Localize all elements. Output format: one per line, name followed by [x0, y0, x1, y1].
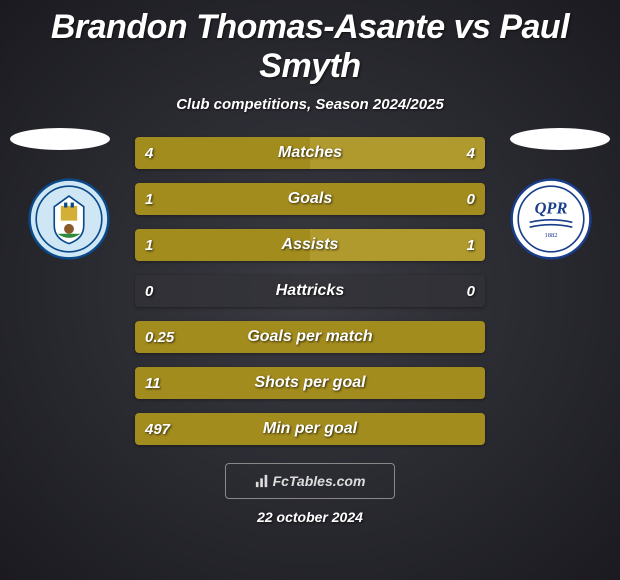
- stat-row: Matches4 4: [135, 137, 485, 169]
- stat-row: Hattricks0 0: [135, 275, 485, 307]
- stat-label: Goals: [135, 183, 485, 215]
- stat-value-left: 4: [145, 137, 153, 169]
- stat-value-left: 0: [145, 275, 153, 307]
- stat-label: Min per goal: [135, 413, 485, 445]
- stat-value-right: 4: [467, 137, 475, 169]
- svg-text:1882: 1882: [544, 232, 557, 239]
- club-badge-right: QPR 1882: [510, 178, 592, 260]
- stat-value-right: 1: [467, 229, 475, 261]
- stat-label: Hattricks: [135, 275, 485, 307]
- stat-row: Shots per goal11: [135, 367, 485, 399]
- svg-text:QPR: QPR: [535, 198, 568, 217]
- subtitle: Club competitions, Season 2024/2025: [0, 96, 620, 113]
- stat-label: Shots per goal: [135, 367, 485, 399]
- brand-logo: FcTables.com: [225, 463, 395, 499]
- club-badge-left: [28, 178, 110, 260]
- page-title: Brandon Thomas-Asante vs Paul Smyth: [0, 0, 620, 86]
- stat-label: Matches: [135, 137, 485, 169]
- stat-row: Min per goal497: [135, 413, 485, 445]
- player-photo-left: [10, 128, 110, 150]
- stat-label: Goals per match: [135, 321, 485, 353]
- stat-value-left: 11: [145, 367, 161, 399]
- chart-icon: [255, 474, 269, 488]
- stat-value-right: 0: [467, 275, 475, 307]
- stat-value-left: 0.25: [145, 321, 174, 353]
- stat-value-left: 1: [145, 183, 153, 215]
- stat-row: Goals per match0.25: [135, 321, 485, 353]
- stat-value-left: 1: [145, 229, 153, 261]
- stats-bars: Matches44Goals10Assists11Hattricks00Goal…: [135, 137, 485, 445]
- stat-label: Assists: [135, 229, 485, 261]
- date-text: 22 october 2024: [0, 509, 620, 525]
- stat-row: Goals1 0: [135, 183, 485, 215]
- stat-row: Assists1 1: [135, 229, 485, 261]
- brand-text: FcTables.com: [273, 473, 366, 489]
- stat-value-right: 0: [467, 183, 475, 215]
- player-photo-right: [510, 128, 610, 150]
- stat-value-left: 497: [145, 413, 170, 445]
